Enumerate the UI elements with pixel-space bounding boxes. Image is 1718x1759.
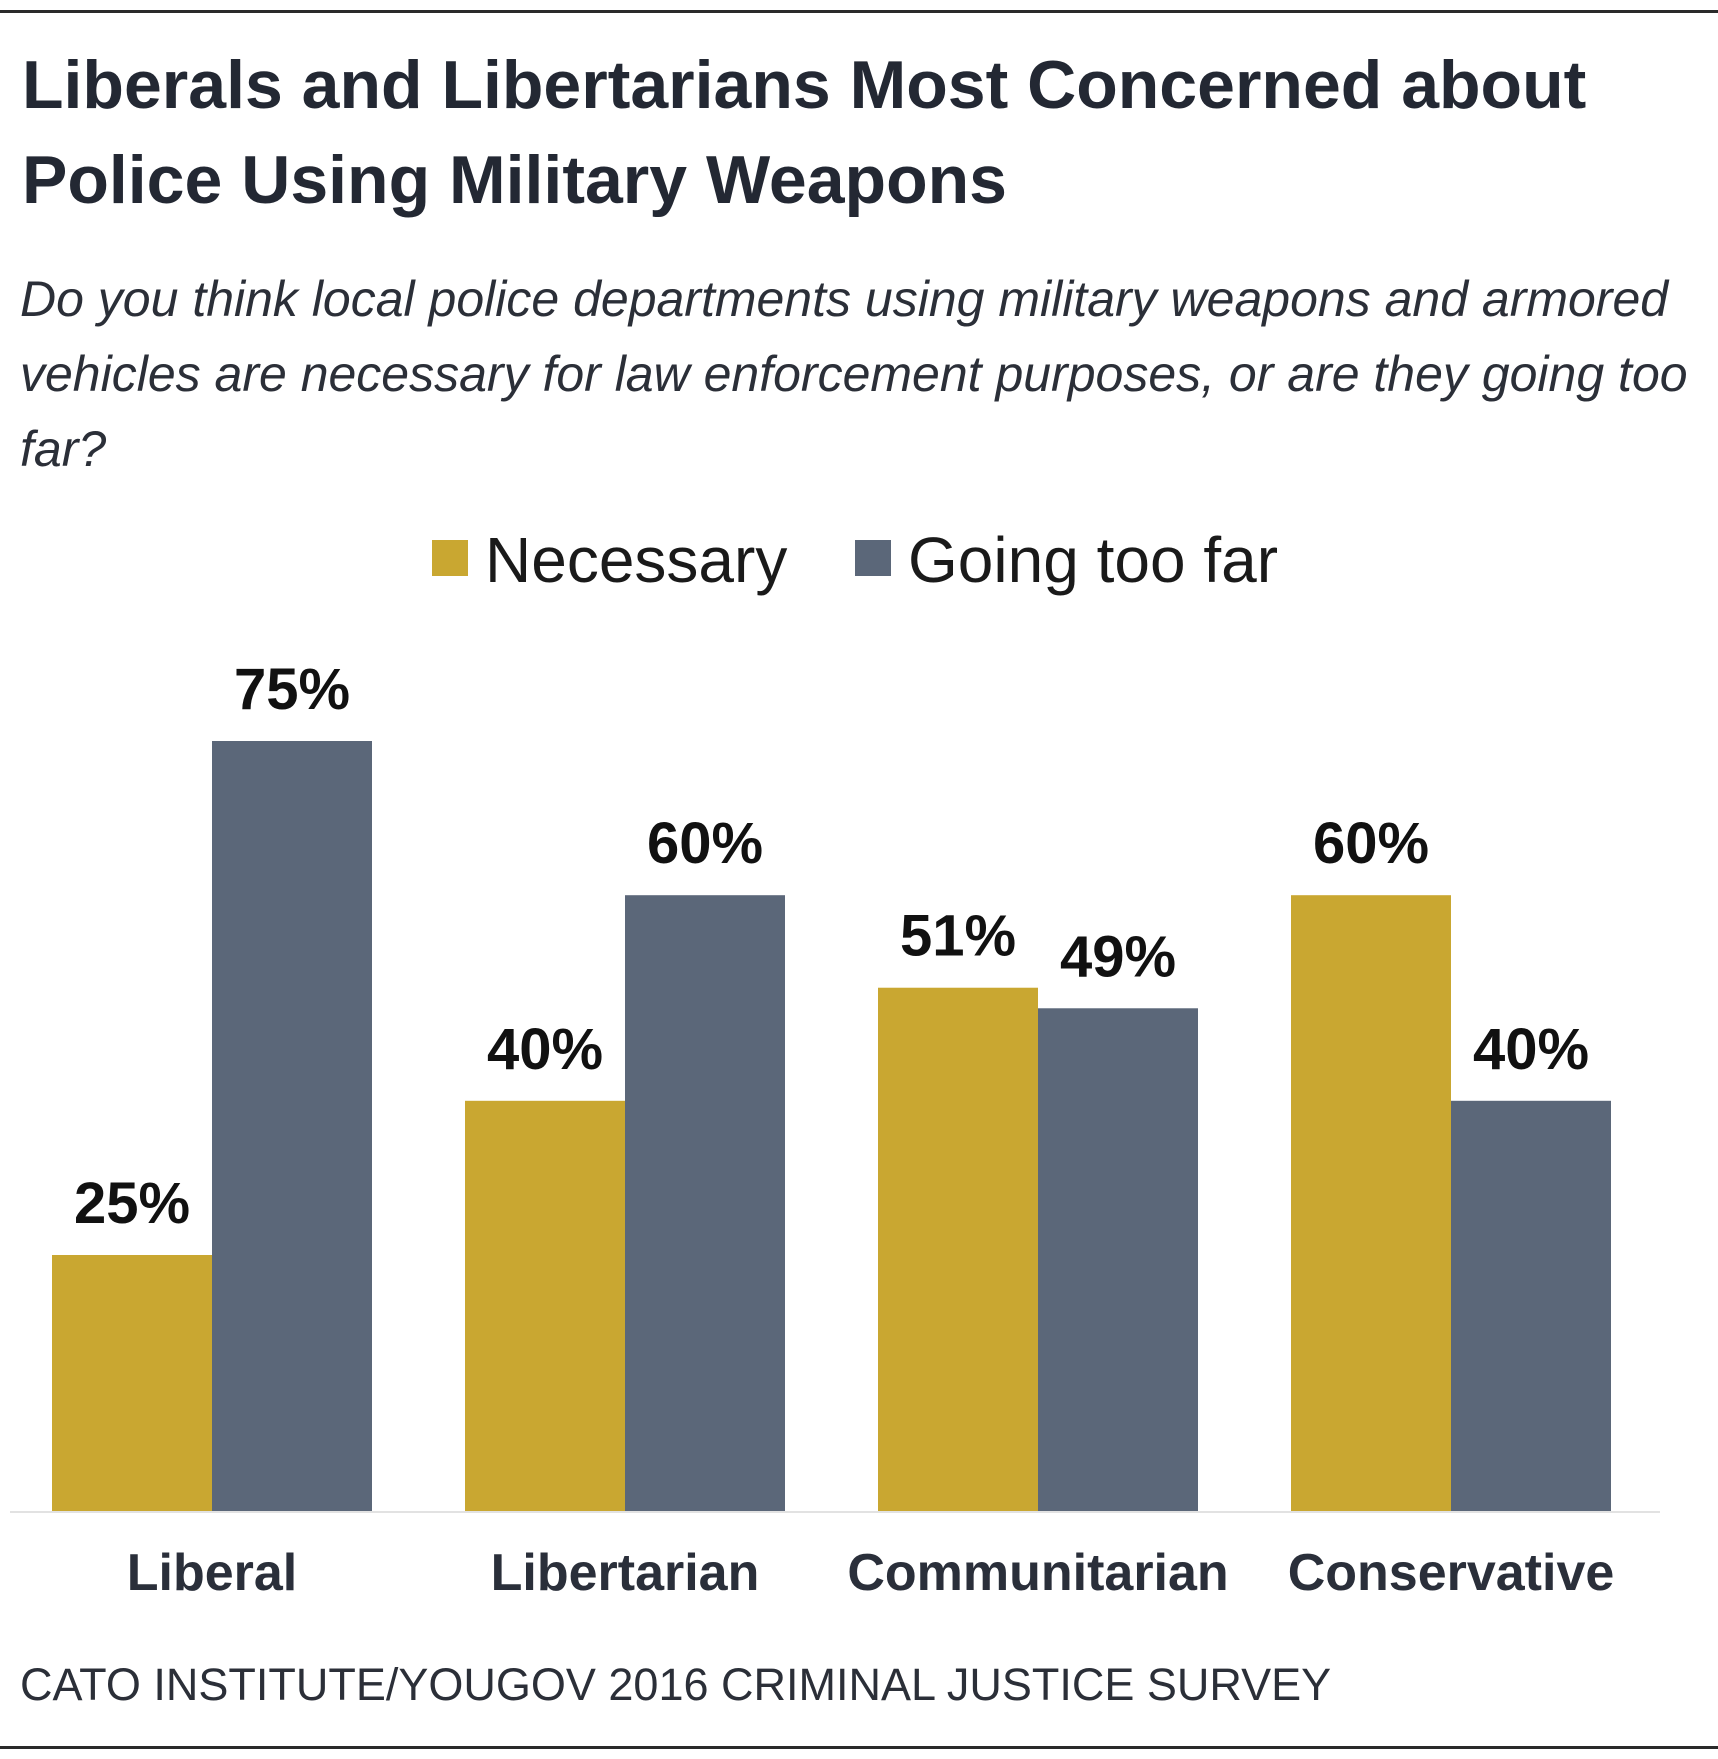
data-labels-group: 25% 75% 40% 60% 51% 49% 60% 40%	[74, 657, 1589, 1236]
data-label-communitarian-necessary: 51%	[900, 904, 1016, 969]
legend-swatch-going-too-far	[855, 540, 891, 576]
chart-title: Liberals and Libertarians Most Concerned…	[22, 47, 1587, 218]
category-label-communitarian: Communitarian	[847, 1544, 1228, 1600]
category-labels-group: Liberal Libertarian Communitarian Conservat…	[127, 1544, 1615, 1600]
bar-conservative-necessary	[1291, 895, 1451, 1512]
bar-liberal-going-too-far	[212, 741, 372, 1512]
data-label-liberal-necessary: 25%	[74, 1171, 190, 1236]
bar-libertarian-necessary	[465, 1100, 625, 1512]
bar-chart: Necessary Going too far 25% 75% 40% 60% 51% 4…	[10, 524, 1660, 1600]
bar-libertarian-going-too-far	[625, 895, 785, 1512]
bar-conservative-going-too-far	[1451, 1100, 1611, 1512]
bar-communitarian-necessary	[878, 987, 1038, 1512]
data-label-communitarian-going-too-far: 49%	[1060, 924, 1176, 989]
data-label-conservative-necessary: 60%	[1313, 811, 1429, 876]
data-label-conservative-going-too-far: 40%	[1473, 1017, 1589, 1082]
bottom-rule	[0, 1746, 1718, 1749]
top-rule	[0, 10, 1718, 13]
category-label-liberal: Liberal	[127, 1544, 298, 1600]
legend-label-going-too-far: Going too far	[908, 524, 1278, 596]
source-note: CATO INSTITUTE/YOUGOV 2016 CRIMINAL JUST…	[20, 1659, 1332, 1710]
legend-label-necessary: Necessary	[485, 524, 787, 596]
data-label-libertarian-going-too-far: 60%	[647, 811, 763, 876]
legend-swatch-necessary	[432, 540, 468, 576]
data-label-liberal-going-too-far: 75%	[234, 657, 350, 722]
data-label-libertarian-necessary: 40%	[487, 1017, 603, 1082]
chart-legend: Necessary Going too far	[432, 524, 1278, 596]
category-label-conservative: Conservative	[1288, 1544, 1615, 1600]
category-label-libertarian: Libertarian	[491, 1544, 760, 1600]
bars-group	[52, 741, 1611, 1512]
chart-subtitle: Do you think local police departments us…	[20, 271, 1688, 477]
bar-liberal-necessary	[52, 1255, 212, 1512]
bar-communitarian-going-too-far	[1038, 1008, 1198, 1512]
